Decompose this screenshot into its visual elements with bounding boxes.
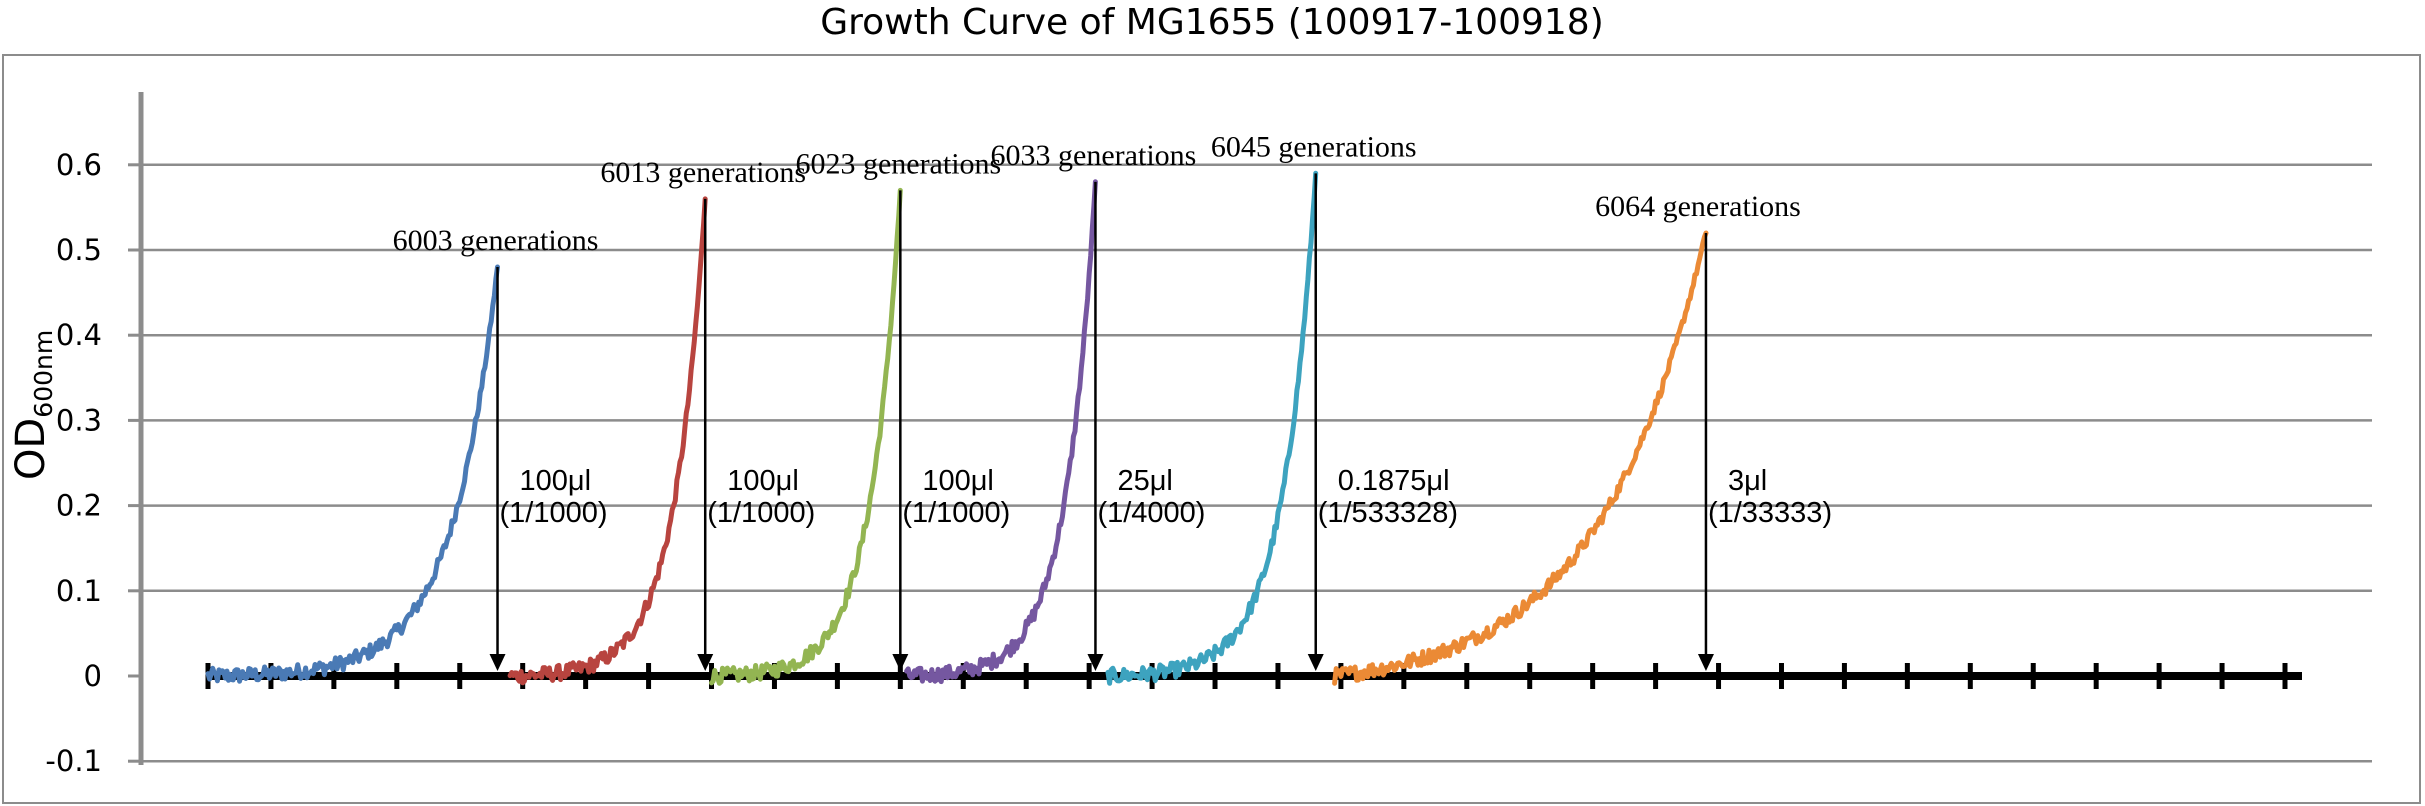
- series-line: [507, 196, 708, 686]
- y-tick-label: 0.3: [56, 403, 102, 437]
- y-tick-label: -0.1: [45, 744, 102, 778]
- y-axis-label: OD600nm: [8, 330, 58, 480]
- arrow-head: [892, 654, 909, 671]
- dilution-label: (1/4000): [1097, 497, 1205, 529]
- arrow-head: [1697, 654, 1714, 671]
- generation-label: 6013 generations: [600, 156, 806, 189]
- y-tick-label: 0.5: [56, 233, 102, 267]
- volume-label: 0.1875μl: [1338, 465, 1450, 497]
- y-tick-label: 0.2: [56, 489, 102, 523]
- volume-label: 3μl: [1728, 465, 1767, 497]
- arrow-head: [489, 654, 506, 671]
- chart-title: Growth Curve of MG1655 (100917-100918): [820, 2, 1604, 43]
- generation-label: 6033 generations: [991, 139, 1197, 172]
- series-line: [904, 179, 1098, 685]
- y-axis-label-subscript: 600nm: [29, 330, 58, 418]
- volume-label: 100μl: [727, 465, 799, 497]
- y-tick-label: 0.1: [56, 574, 102, 608]
- dilution-label: (1/1000): [500, 497, 608, 529]
- series-line: [709, 187, 903, 686]
- generation-label: 6045 generations: [1211, 130, 1417, 163]
- arrow-head: [1307, 654, 1324, 671]
- y-tick-labels: -0.1 0 0.1 0.2 0.3 0.4 0.5 0.6: [45, 148, 102, 778]
- y-tick-label: 0.6: [56, 148, 102, 182]
- y-tick-label: 0.4: [56, 318, 102, 352]
- y-tick-label: 0: [84, 659, 102, 693]
- series-line: [1332, 230, 1709, 686]
- generation-label: 6003 generations: [393, 224, 599, 257]
- series-line: [1105, 170, 1319, 686]
- arrow-head: [697, 654, 714, 671]
- series-line: [205, 264, 500, 684]
- dilution-label: (1/33333): [1708, 497, 1832, 529]
- volume-label: 25μl: [1117, 465, 1172, 497]
- y-axis-label-main: OD: [8, 418, 54, 480]
- generation-label: 6064 generations: [1595, 190, 1801, 223]
- volume-label: 100μl: [922, 465, 994, 497]
- arrow-head: [1087, 654, 1104, 671]
- gridlines: [140, 163, 2372, 763]
- generation-label: 6023 generations: [795, 147, 1001, 180]
- series-lines: [205, 170, 1709, 686]
- volume-label: 100μl: [520, 465, 592, 497]
- dilution-label: (1/1000): [902, 497, 1010, 529]
- plot-frame: [2, 54, 2421, 804]
- dilution-label: (1/533328): [1318, 497, 1458, 529]
- dilution-label: (1/1000): [707, 497, 815, 529]
